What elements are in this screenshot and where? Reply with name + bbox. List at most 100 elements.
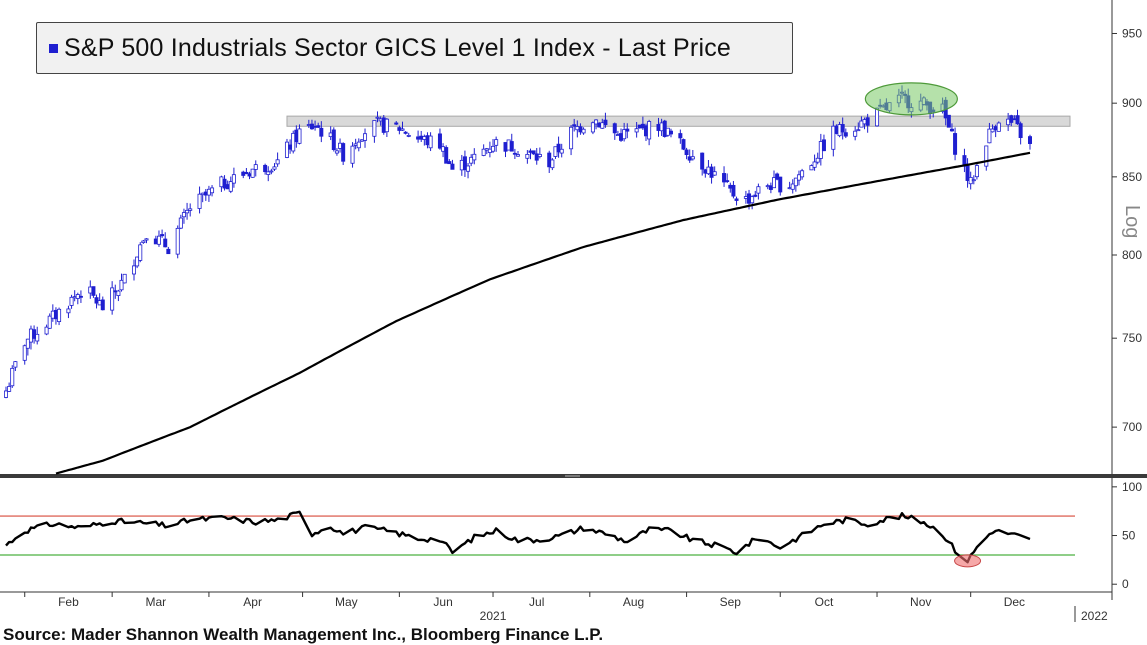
candle-body bbox=[512, 152, 517, 155]
rsi-y-tick-label: 50 bbox=[1122, 529, 1136, 543]
candle-body bbox=[993, 126, 998, 131]
candle-body bbox=[615, 134, 620, 136]
candle-body bbox=[747, 193, 752, 204]
candle-body bbox=[787, 187, 792, 190]
candle-body bbox=[875, 107, 880, 127]
candle-body bbox=[743, 196, 748, 199]
candle-body bbox=[987, 128, 992, 144]
candle-body bbox=[206, 188, 211, 196]
candle-body bbox=[700, 152, 705, 170]
candle-body bbox=[75, 294, 80, 299]
candle-body bbox=[178, 217, 183, 229]
candle-body bbox=[188, 208, 193, 211]
x-tick-label: Apr bbox=[243, 595, 262, 609]
candle-body bbox=[581, 128, 586, 134]
candle-body bbox=[72, 296, 77, 299]
y-tick-label: 950 bbox=[1122, 26, 1142, 40]
x-tick-label: Nov bbox=[910, 595, 931, 609]
candle-body bbox=[594, 119, 599, 125]
candle-body bbox=[974, 165, 979, 178]
candle-body bbox=[291, 132, 296, 152]
candle-body bbox=[612, 123, 617, 134]
candle-body bbox=[834, 125, 839, 134]
candle-body bbox=[662, 120, 667, 137]
candle-body bbox=[363, 133, 368, 141]
candle-body bbox=[13, 361, 18, 368]
candle-body bbox=[163, 238, 168, 248]
candle-body bbox=[244, 171, 249, 174]
candle-body bbox=[534, 153, 539, 161]
rsi-line bbox=[5, 510, 1031, 564]
rsi-low-annotation-ellipse bbox=[954, 554, 982, 568]
candle-body bbox=[640, 123, 645, 129]
moving-average-line bbox=[55, 151, 1031, 475]
candle-body bbox=[428, 135, 433, 149]
candle-body bbox=[284, 141, 289, 158]
candle-body bbox=[406, 135, 411, 137]
candle-body bbox=[722, 173, 727, 183]
candle-body bbox=[294, 129, 299, 143]
candle-body bbox=[575, 126, 580, 131]
candle-body bbox=[4, 390, 9, 398]
candle-body bbox=[1012, 118, 1017, 121]
candle-body bbox=[821, 139, 826, 152]
candle-body bbox=[578, 126, 583, 133]
candle-body bbox=[528, 150, 533, 153]
candle-body bbox=[684, 149, 689, 156]
candle-body bbox=[94, 297, 99, 304]
candle-body bbox=[341, 143, 346, 162]
candle-body bbox=[35, 333, 40, 342]
candle-body bbox=[503, 142, 508, 152]
candle-body bbox=[509, 141, 514, 152]
candle-body bbox=[160, 234, 165, 237]
candle-body bbox=[316, 125, 321, 128]
candle-body bbox=[619, 133, 624, 141]
highs-annotation-ellipse bbox=[864, 82, 958, 116]
candle-body bbox=[494, 139, 499, 146]
candle-body bbox=[69, 296, 74, 306]
candle-body bbox=[853, 130, 858, 137]
candle-body bbox=[865, 117, 870, 126]
candle-body bbox=[516, 154, 521, 157]
candle-body bbox=[266, 171, 271, 175]
x-tick-label: Mar bbox=[146, 595, 167, 609]
candle-body bbox=[1018, 123, 1023, 138]
candle-body bbox=[644, 125, 649, 137]
candle-body bbox=[110, 287, 115, 311]
candle-body bbox=[622, 129, 627, 140]
candle-body bbox=[203, 191, 208, 196]
candle-body bbox=[1015, 115, 1020, 125]
candle-body bbox=[269, 170, 274, 173]
candle-body bbox=[796, 174, 801, 181]
candle-body bbox=[425, 135, 430, 146]
candle-body bbox=[859, 120, 864, 128]
candle-body bbox=[996, 122, 1001, 132]
candle-body bbox=[135, 256, 140, 267]
candle-body bbox=[28, 328, 33, 343]
candle-body bbox=[537, 153, 542, 157]
candle-body bbox=[444, 147, 449, 164]
candle-body bbox=[122, 273, 127, 284]
candle-body bbox=[225, 184, 230, 190]
candle-body bbox=[484, 148, 489, 151]
candle-body bbox=[144, 238, 149, 241]
candle-body bbox=[531, 150, 536, 155]
candle-body bbox=[197, 193, 202, 209]
candle-body bbox=[138, 244, 143, 261]
candle-body bbox=[247, 173, 252, 177]
candle-body bbox=[309, 123, 314, 130]
candle-body bbox=[397, 127, 402, 131]
candle-body bbox=[7, 386, 12, 392]
candle-body bbox=[338, 142, 343, 149]
candle-body bbox=[100, 299, 105, 311]
candle-body bbox=[553, 146, 558, 157]
candle-body bbox=[625, 128, 630, 132]
candle-body bbox=[91, 286, 96, 296]
candle-body bbox=[466, 165, 471, 172]
candle-body bbox=[1028, 136, 1033, 144]
candle-body bbox=[334, 150, 339, 154]
candle-body bbox=[384, 118, 389, 133]
candle-body bbox=[253, 164, 258, 170]
candle-body bbox=[394, 122, 399, 125]
x-tick-label: May bbox=[335, 595, 358, 609]
